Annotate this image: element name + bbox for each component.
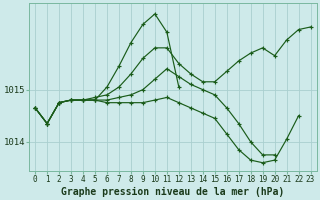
X-axis label: Graphe pression niveau de la mer (hPa): Graphe pression niveau de la mer (hPa) [61,186,284,197]
